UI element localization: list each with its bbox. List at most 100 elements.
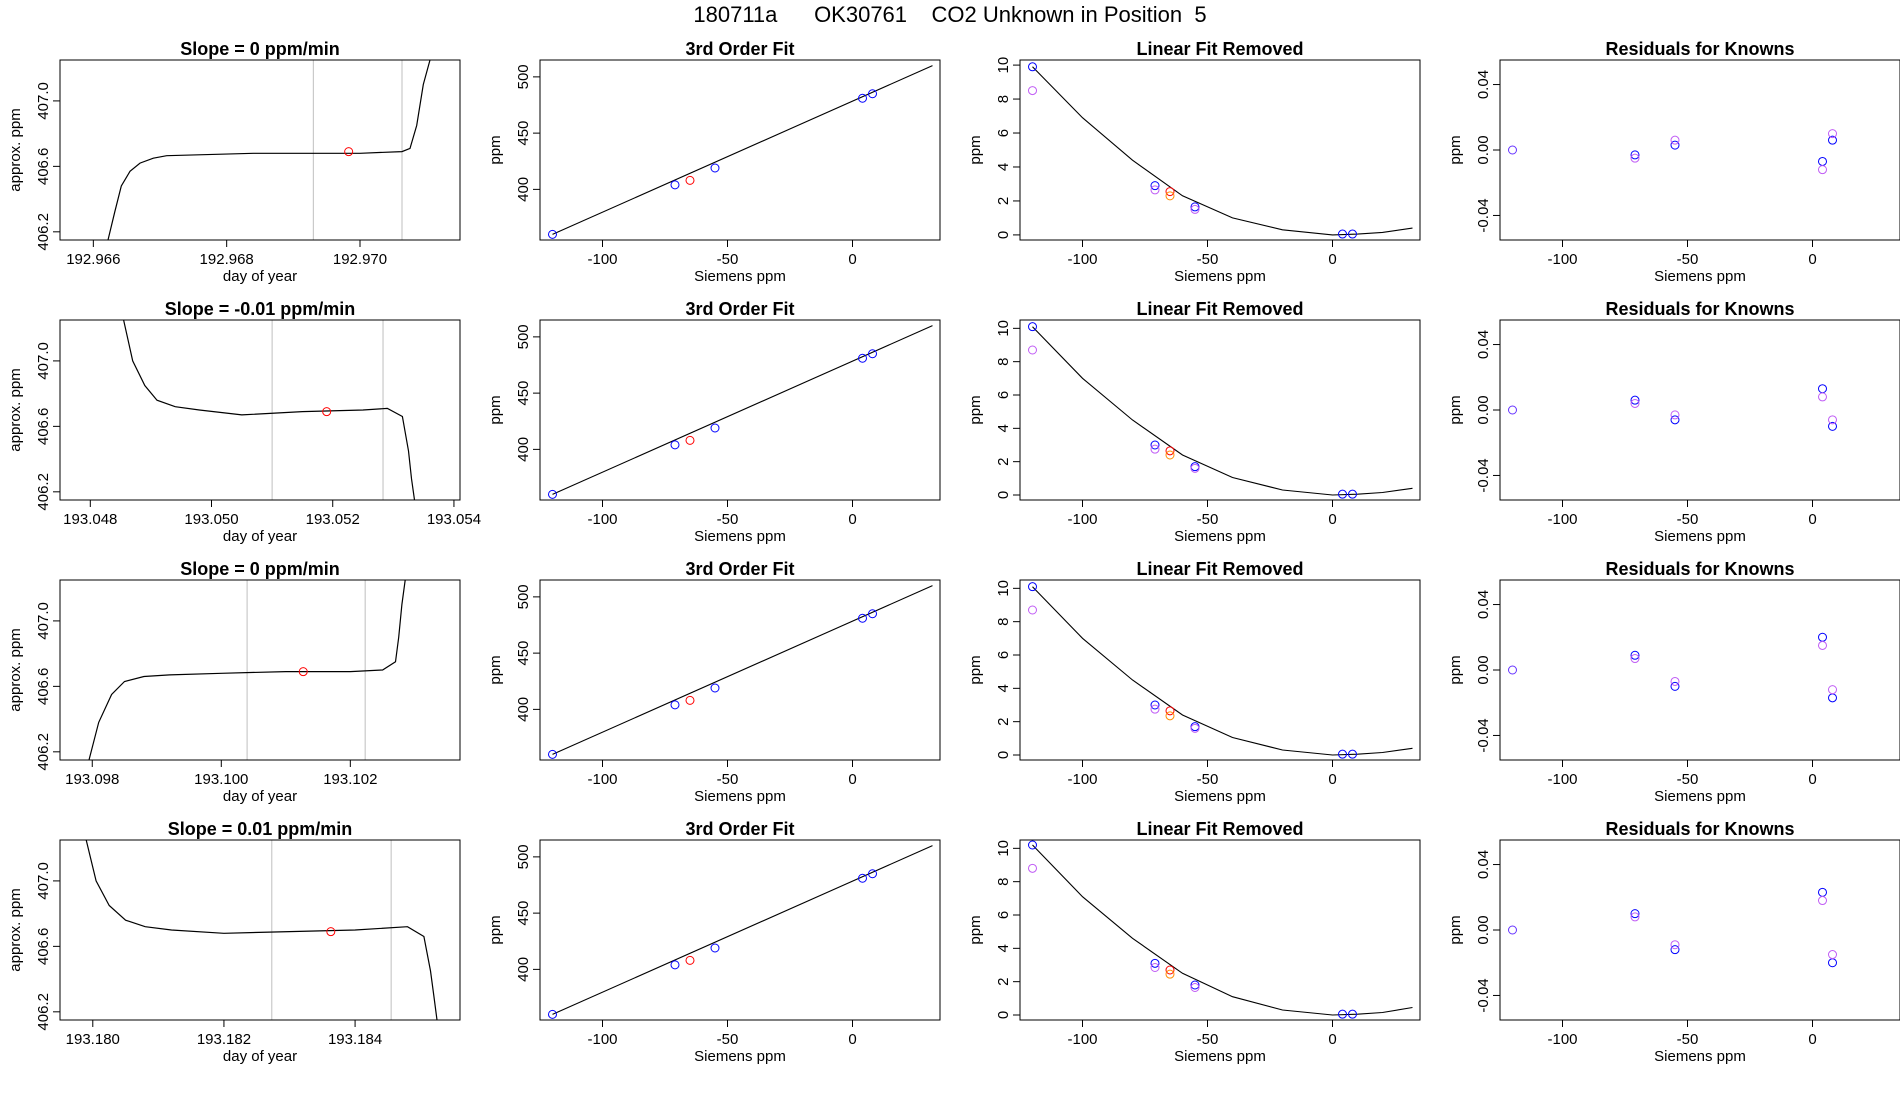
x-axis-label: Siemens ppm [1174, 528, 1266, 545]
data-point [1150, 700, 1160, 710]
x-tick-label: 192.966 [66, 251, 120, 268]
y-tick-label: 2 [995, 197, 1012, 205]
trace-line [107, 60, 431, 240]
data-point [1165, 711, 1175, 721]
data-point [1818, 640, 1827, 650]
plot-area [88, 580, 406, 760]
x-tick-label: -100 [1067, 1031, 1097, 1048]
data-point [1818, 392, 1827, 402]
data-point [1508, 405, 1517, 415]
y-tick-label: 8 [995, 357, 1012, 365]
chart-panel: 193.180 193.182 193.184 406.2 406.6 407.0 Slop… [7, 819, 461, 1065]
y-tick-label: 407.0 [35, 602, 52, 640]
chart-title: Slope = 0.01 ppm/min [168, 819, 353, 839]
chart-panel: -100 -50 0 -0.04 0.00 0.04 Residuals for Known… [1447, 559, 1900, 805]
chart-title: Linear Fit Removed [1136, 559, 1303, 579]
y-tick-label: 406.2 [35, 213, 52, 251]
plot-area [1508, 384, 1837, 431]
data-point [1190, 983, 1200, 992]
data-point [1818, 384, 1827, 394]
x-tick-label: 0 [1328, 251, 1336, 268]
data-point [1028, 62, 1037, 72]
data-point [1828, 135, 1837, 145]
data-point [1165, 965, 1175, 975]
y-tick-label: 500 [515, 584, 532, 609]
x-tick-label: -100 [1547, 771, 1577, 788]
y-tick-label: 6 [995, 391, 1012, 399]
data-point [1150, 185, 1160, 195]
data-point [548, 749, 557, 759]
y-tick-label: 407.0 [35, 862, 52, 900]
y-tick-label: 2 [995, 717, 1012, 725]
data-point [548, 489, 557, 499]
data-point [1828, 421, 1837, 431]
x-tick-label: 193.100 [194, 771, 248, 788]
fit-line [552, 585, 933, 755]
x-axis-label: Siemens ppm [694, 268, 786, 285]
chart-title: 3rd Order Fit [685, 299, 794, 319]
y-tick-label: 0.00 [1475, 915, 1492, 944]
data-point [1150, 963, 1160, 972]
x-tick-label: 0 [1808, 511, 1816, 528]
y-tick-label: 407.0 [35, 342, 52, 380]
y-tick-label: 500 [515, 64, 532, 89]
data-point [670, 440, 680, 450]
page-title: 180711a OK30761 CO2 Unknown in Position … [693, 2, 1207, 27]
chart-title: Linear Fit Removed [1136, 39, 1303, 59]
unknown-marker [326, 927, 336, 937]
data-point [710, 683, 720, 693]
x-tick-label: -50 [1197, 251, 1219, 268]
data-point [1828, 129, 1837, 139]
y-tick-label: 10 [995, 840, 1012, 857]
data-point [1818, 896, 1827, 906]
data-point [1508, 665, 1517, 675]
y-tick-label: 406.6 [35, 668, 52, 706]
data-point [710, 163, 720, 173]
data-point [868, 349, 877, 359]
x-axis-label: Siemens ppm [1654, 268, 1746, 285]
chart-panel: -100 -50 0 -0.04 0.00 0.04 Residuals for Known… [1447, 819, 1900, 1065]
data-point [1828, 685, 1837, 695]
x-axis-label: day of year [223, 268, 297, 285]
x-tick-label: -50 [717, 251, 739, 268]
unknown-marker [344, 147, 354, 157]
data-point [1348, 749, 1357, 759]
x-tick-label: 193.102 [323, 771, 377, 788]
y-tick-label: 10 [995, 320, 1012, 337]
x-axis-label: Siemens ppm [1174, 1048, 1266, 1065]
x-tick-label: -100 [1547, 1031, 1577, 1048]
data-point [1818, 165, 1827, 175]
data-point [1028, 840, 1037, 850]
fit-curve [1032, 66, 1413, 236]
chart-panel: -100 -50 0 0 2 4 6 8 10 Linear Fit Removed Siemens… [967, 39, 1421, 285]
y-tick-label: -0.04 [1475, 978, 1492, 1012]
plot-frame [1499, 59, 1900, 241]
data-point [1150, 958, 1160, 968]
x-tick-label: 192.970 [333, 251, 387, 268]
data-point [1150, 440, 1160, 450]
data-point [1818, 632, 1827, 642]
data-point [685, 695, 695, 705]
x-tick-label: 193.098 [65, 771, 119, 788]
data-point [685, 175, 695, 185]
data-point [685, 955, 695, 965]
data-point [1028, 86, 1037, 96]
x-tick-label: 193.052 [306, 511, 360, 528]
chart-panel: -100 -50 0 -0.04 0.00 0.04 Residuals for Known… [1447, 39, 1900, 285]
y-tick-label: 4 [995, 684, 1012, 692]
y-tick-label: 500 [515, 324, 532, 349]
fit-curve [1032, 586, 1413, 756]
chart-title: Residuals for Knowns [1605, 559, 1794, 579]
y-tick-label: 0 [995, 751, 1012, 759]
fit-line [552, 65, 933, 235]
chart-title: Linear Fit Removed [1136, 819, 1303, 839]
x-tick-label: 193.182 [197, 1031, 251, 1048]
y-tick-label: 6 [995, 911, 1012, 919]
fit-line [552, 845, 933, 1015]
data-point [1165, 706, 1175, 716]
data-point [1028, 863, 1037, 873]
plot-frame [1019, 839, 1421, 1021]
x-tick-label: -50 [1677, 251, 1699, 268]
plot-frame [539, 319, 941, 501]
